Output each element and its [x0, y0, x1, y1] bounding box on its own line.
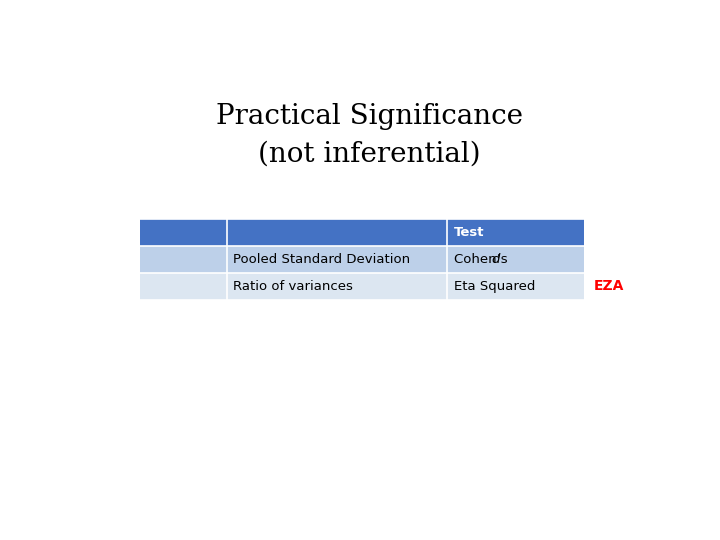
Text: Eta Squared: Eta Squared — [454, 280, 535, 293]
Text: Ratio of variances: Ratio of variances — [233, 280, 354, 293]
Bar — [140, 219, 227, 246]
Text: d: d — [491, 253, 500, 266]
Text: Cohen’s: Cohen’s — [454, 253, 512, 266]
Bar — [140, 273, 227, 300]
Bar — [447, 273, 584, 300]
Bar — [447, 246, 584, 273]
Text: Test: Test — [454, 226, 485, 239]
Text: (not inferential): (not inferential) — [258, 141, 480, 168]
Bar — [140, 246, 227, 273]
Bar — [227, 219, 447, 246]
Bar — [227, 246, 447, 273]
Text: EZA: EZA — [594, 279, 624, 293]
Text: Practical Significance: Practical Significance — [215, 103, 523, 130]
Bar — [447, 219, 584, 246]
Bar — [227, 273, 447, 300]
Text: Pooled Standard Deviation: Pooled Standard Deviation — [233, 253, 410, 266]
